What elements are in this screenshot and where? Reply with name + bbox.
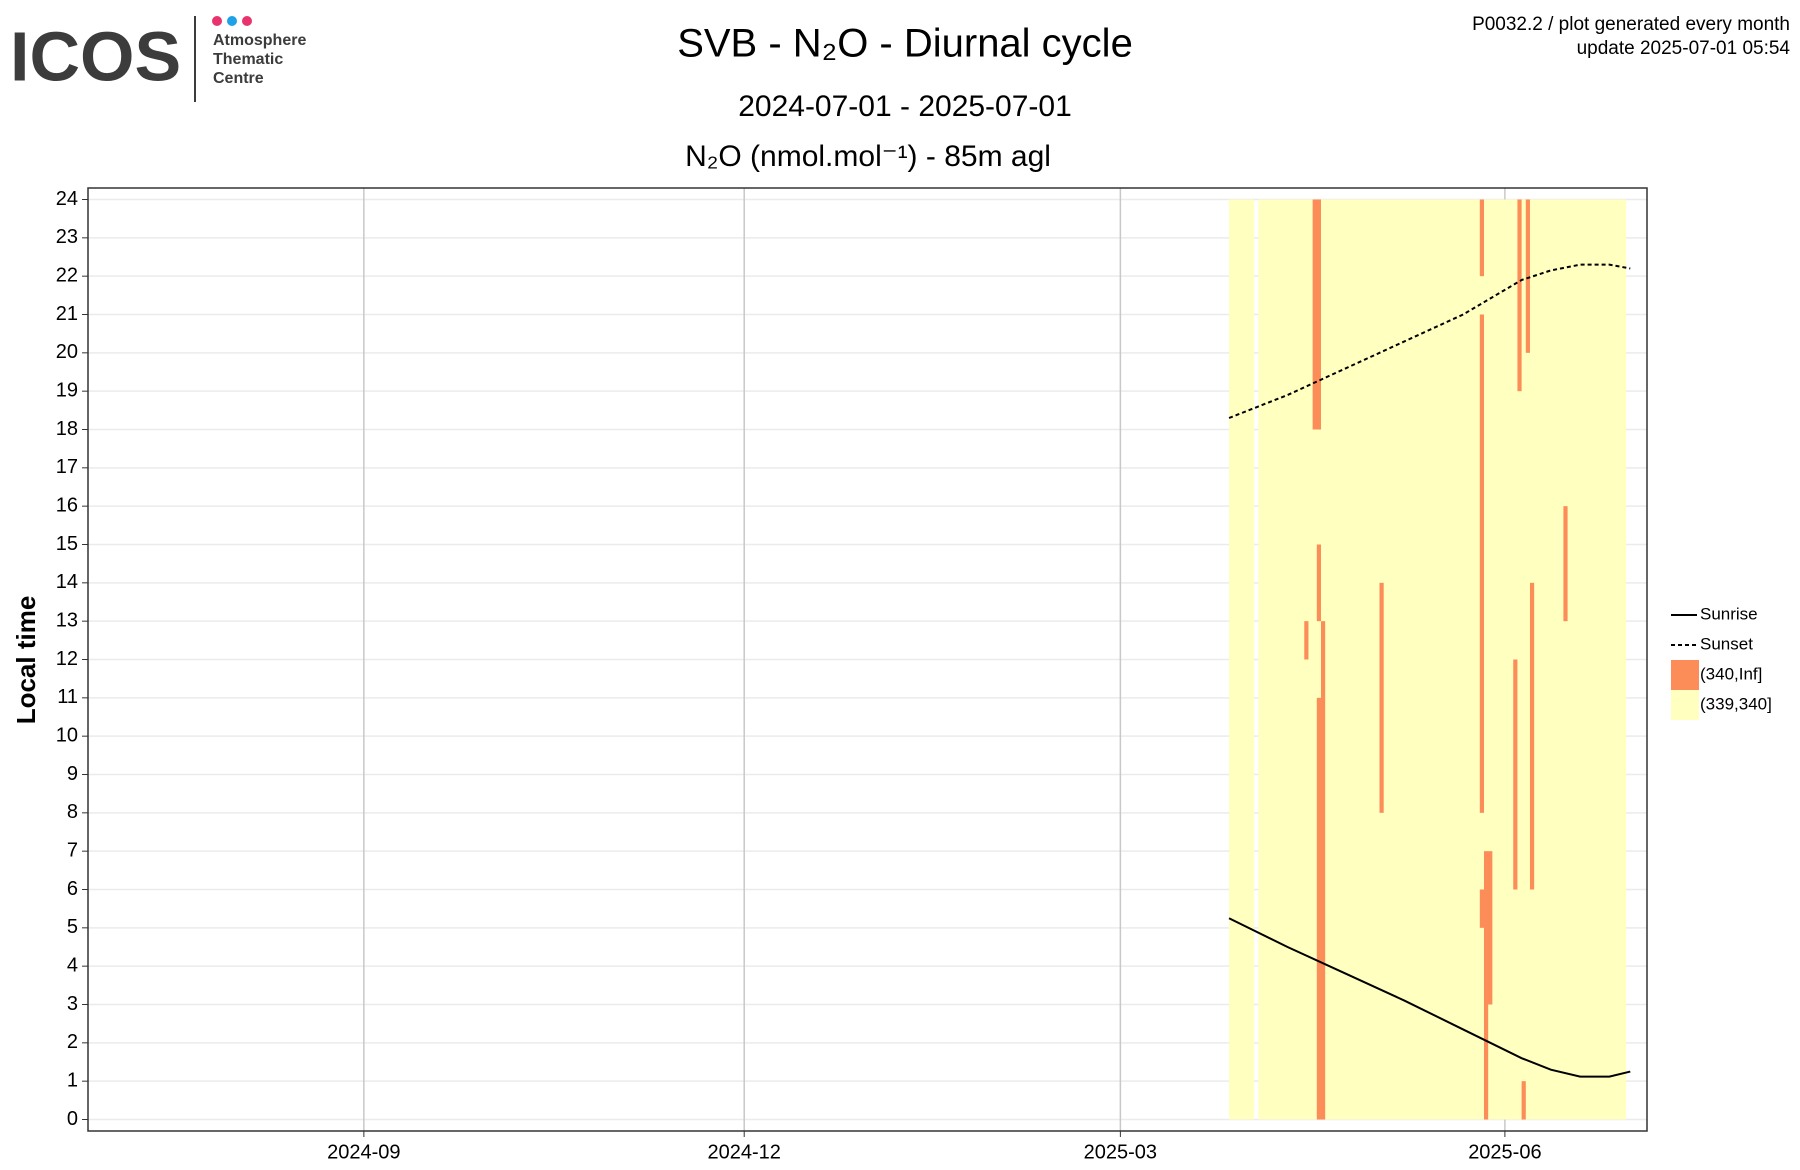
tile: [1316, 697, 1321, 1120]
y-tick-label: 21: [56, 303, 78, 325]
tile: [1513, 659, 1518, 890]
tile: [1312, 199, 1321, 430]
legend-label: (340,Inf]: [1700, 664, 1762, 683]
y-tick-label: 19: [56, 379, 78, 401]
x-tick-label: 2024-09: [327, 1141, 400, 1163]
tile: [1521, 1081, 1526, 1120]
tile: [1479, 889, 1484, 928]
y-tick-label: 23: [56, 226, 78, 248]
tile: [1483, 851, 1493, 1005]
tile: [1479, 199, 1484, 277]
y-tick-label: 11: [57, 686, 78, 708]
tile: [1563, 506, 1568, 622]
y-tick-label: 18: [56, 418, 78, 440]
y-tick-label: 9: [67, 763, 78, 785]
tile: [1517, 199, 1522, 392]
y-tick-label: 14: [56, 571, 78, 593]
line-series: [1228, 917, 1631, 1078]
variable-label: N₂O (nmol.mol⁻¹) - 85m agl: [685, 140, 1051, 173]
tile: [1379, 582, 1384, 813]
logo-line: Atmosphere: [213, 32, 306, 49]
y-tick-label: 10: [56, 724, 78, 746]
y-tick-label: 6: [67, 878, 78, 900]
y-tick-label: 5: [67, 916, 78, 938]
logo: ICOS Atmosphere Thematic Centre: [10, 16, 306, 102]
y-tick-label: 22: [56, 264, 78, 286]
chart-title: SVB - N₂O - Diurnal cycle: [677, 22, 1133, 66]
tile: [1479, 314, 1484, 813]
legend-key: [1671, 660, 1699, 690]
tile: [1529, 582, 1535, 890]
logo-name: ICOS: [10, 17, 181, 95]
y-tick-label: 16: [56, 494, 78, 516]
legend-key: [1671, 690, 1699, 720]
y-tick-label: 7: [67, 839, 78, 861]
chart-subtitle: 2024-07-01 - 2025-07-01: [738, 90, 1072, 123]
y-tick-label: 4: [67, 954, 78, 976]
y-tick-label: 0: [67, 1108, 78, 1130]
y-tick-label: 2: [67, 1031, 78, 1053]
tile: [1483, 1004, 1489, 1120]
logo-dot: [242, 16, 252, 26]
logo-line: Thematic: [213, 51, 283, 68]
tile: [1316, 544, 1321, 622]
legend-label: (339,340]: [1700, 694, 1772, 713]
tile: [1320, 621, 1326, 1120]
line-series: [1228, 263, 1631, 419]
y-tick-label: 24: [56, 188, 78, 210]
y-axis-title: Local time: [11, 596, 41, 725]
legend-label: Sunrise: [1700, 604, 1758, 623]
header-update: update 2025-07-01 05:54: [1577, 38, 1791, 59]
x-tick-label: 2025-03: [1084, 1141, 1157, 1163]
logo-dot: [227, 16, 237, 26]
y-tick-label: 12: [56, 648, 78, 670]
y-tick-label: 20: [56, 341, 78, 363]
tile: [1229, 199, 1255, 1120]
x-tick-label: 2024-12: [707, 1141, 780, 1163]
y-tick-label: 15: [56, 533, 78, 555]
y-tick-label: 1: [67, 1069, 78, 1091]
tile: [1304, 621, 1309, 660]
y-tick-label: 13: [56, 609, 78, 631]
logo-line: Centre: [213, 70, 264, 87]
header-info: P0032.2 / plot generated every month: [1472, 14, 1790, 35]
y-tick-label: 8: [67, 801, 78, 823]
x-tick-label: 2025-06: [1468, 1141, 1541, 1163]
y-tick-label: 17: [56, 456, 78, 478]
y-tick-label: 3: [67, 993, 78, 1015]
plot-border: [87, 187, 1648, 1132]
logo-dot: [212, 16, 222, 26]
tile: [1525, 199, 1530, 353]
legend-label: Sunset: [1700, 634, 1753, 653]
